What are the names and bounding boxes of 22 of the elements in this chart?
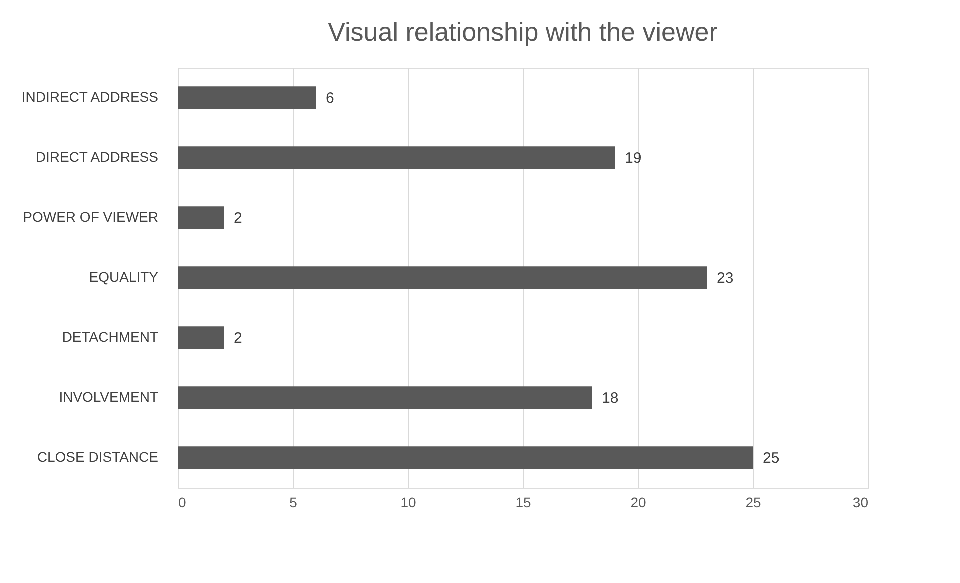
data-label: 2 xyxy=(234,210,242,227)
y-tick-label: DETACHMENT xyxy=(62,329,159,345)
x-tick-label: 25 xyxy=(746,494,762,510)
data-label: 25 xyxy=(763,450,780,467)
x-tick-label: 15 xyxy=(516,494,532,510)
x-tick-label: 10 xyxy=(400,494,416,510)
y-tick-label: DIRECT ADDRESS xyxy=(36,149,158,165)
y-tick-label: CLOSE DISTANCE xyxy=(37,449,158,465)
y-tick-label: EQUALITY xyxy=(89,269,160,285)
x-tick-label: 20 xyxy=(630,494,646,510)
data-label: 19 xyxy=(625,150,642,167)
y-tick-label: INVOLVEMENT xyxy=(59,389,159,405)
chart-title: Visual relationship with the viewer xyxy=(328,17,718,47)
data-label: 23 xyxy=(717,270,734,287)
data-label: 6 xyxy=(326,90,334,107)
y-tick-label: INDIRECT ADDRESS xyxy=(22,89,158,105)
x-tick-label: 30 xyxy=(852,494,869,510)
y-tick-label: POWER OF VIEWER xyxy=(23,209,158,225)
x-tick-label: 5 xyxy=(290,494,298,510)
data-label: 18 xyxy=(602,390,619,407)
x-tick-label: 0 xyxy=(178,494,186,510)
data-label: 2 xyxy=(234,330,242,347)
